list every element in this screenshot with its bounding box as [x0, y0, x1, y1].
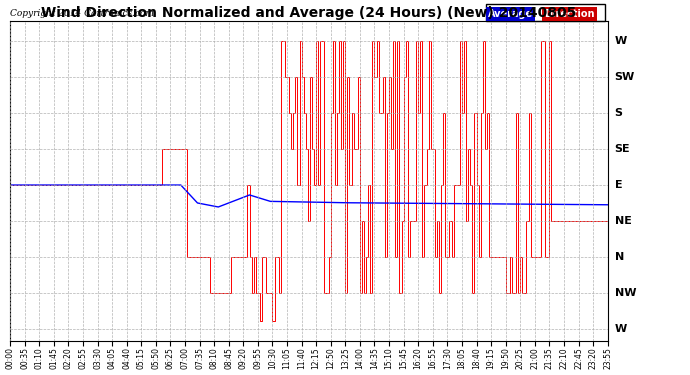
Text: W: W [615, 36, 627, 46]
Text: Average: Average [488, 9, 533, 19]
Text: S: S [615, 108, 622, 118]
Text: N: N [615, 252, 624, 262]
Text: W: W [615, 324, 627, 334]
Text: Copyright 2014 Cartronics.com: Copyright 2014 Cartronics.com [10, 9, 154, 18]
Text: SW: SW [615, 72, 635, 82]
Text: NW: NW [615, 288, 636, 298]
Text: E: E [615, 180, 622, 190]
Text: SE: SE [615, 144, 630, 154]
Text: Direction: Direction [544, 9, 595, 19]
Text: NE: NE [615, 216, 631, 226]
Bar [486, 4, 604, 21]
Title: Wind Direction Normalized and Average (24 Hours) (New) 20140805: Wind Direction Normalized and Average (2… [41, 6, 577, 20]
